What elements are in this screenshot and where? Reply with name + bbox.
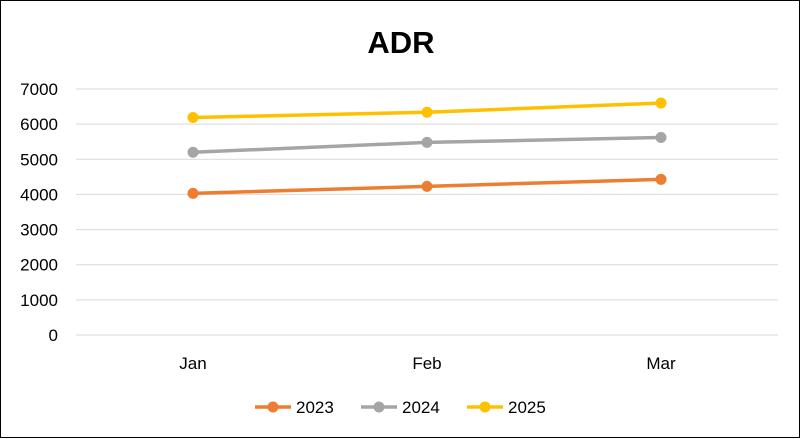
legend-item-2024: 2024: [361, 398, 440, 417]
legend-item-2023: 2023: [255, 398, 334, 417]
legend-label-2024: 2024: [402, 398, 440, 417]
y-tick-label-5000: 5000: [20, 150, 58, 169]
gridlines: [76, 88, 778, 336]
data-point-2024-feb: [421, 136, 433, 148]
y-tick-label-0: 0: [49, 326, 58, 345]
y-tick-label-6000: 6000: [20, 115, 58, 134]
legend-label-2025: 2025: [508, 398, 546, 417]
x-axis-tick-labels: Jan Feb Mar: [179, 354, 676, 373]
legend-swatch-marker-2025: [479, 401, 491, 413]
y-axis-tick-labels: 0 1000 2000 3000 4000 5000 6000 7000: [20, 80, 58, 345]
data-point-2025-jan: [187, 111, 199, 123]
y-tick-label-1000: 1000: [20, 291, 58, 310]
data-point-2025-feb: [421, 106, 433, 118]
series-lines: [187, 97, 667, 199]
x-tick-label-mar: Mar: [646, 354, 676, 373]
x-tick-label-jan: Jan: [179, 354, 206, 373]
x-tick-label-feb: Feb: [412, 354, 441, 373]
y-tick-label-4000: 4000: [20, 185, 58, 204]
legend-item-2025: 2025: [467, 398, 546, 417]
legend-swatch-marker-2023: [267, 401, 279, 413]
data-point-2023-feb: [421, 180, 433, 192]
series-2024: [187, 131, 667, 158]
chart-title: ADR: [367, 25, 434, 60]
series-2023: [187, 173, 667, 199]
data-point-2023-mar: [655, 173, 667, 185]
data-point-2023-jan: [187, 187, 199, 199]
legend-label-2023: 2023: [296, 398, 334, 417]
data-point-2024-mar: [655, 131, 667, 143]
data-point-2025-mar: [655, 97, 667, 109]
legend: 2023 2024 2025: [255, 398, 546, 417]
y-tick-label-2000: 2000: [20, 256, 58, 275]
legend-swatch-marker-2024: [373, 401, 385, 413]
y-tick-label-3000: 3000: [20, 221, 58, 240]
data-point-2024-jan: [187, 146, 199, 158]
y-tick-label-7000: 7000: [20, 80, 58, 99]
series-2025: [187, 97, 667, 123]
